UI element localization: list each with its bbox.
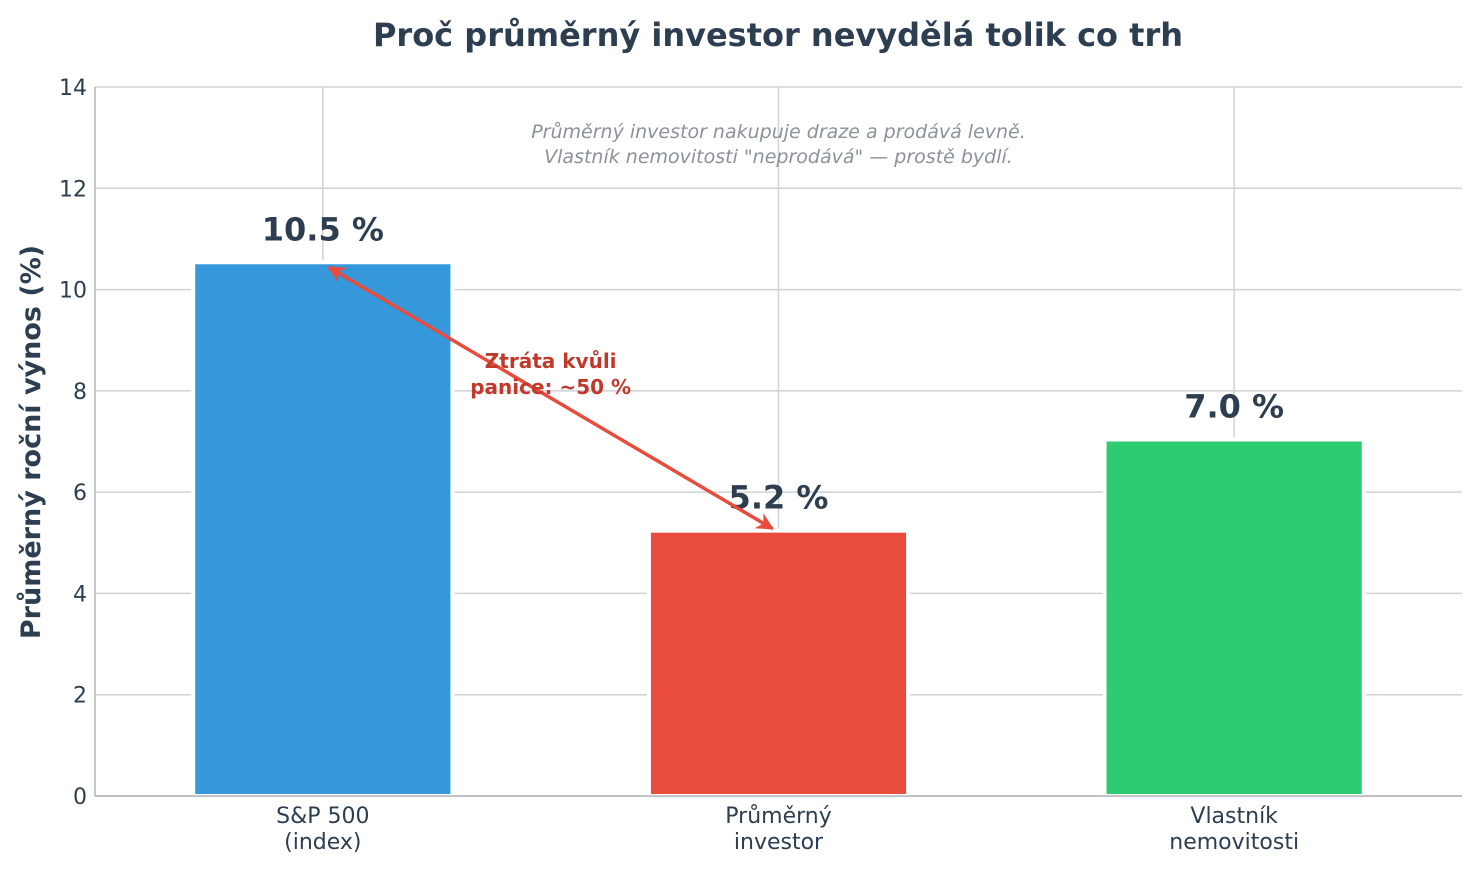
y-tick-label: 2 bbox=[73, 684, 87, 709]
y-tick-label: 12 bbox=[59, 177, 87, 202]
note-line: Průměrný investor nakupuje draze a prodá… bbox=[531, 121, 1026, 143]
y-tick-label: 6 bbox=[73, 481, 87, 506]
value-label: 7.0 % bbox=[1184, 388, 1284, 426]
y-tick-label: 14 bbox=[59, 76, 87, 101]
value-label: 10.5 % bbox=[262, 210, 384, 248]
bar bbox=[1106, 441, 1362, 794]
bar bbox=[650, 532, 907, 794]
note-line: Vlastník nemovitosti "neprodává" — prost… bbox=[544, 146, 1013, 168]
x-tick-label: Průměrný investor bbox=[725, 804, 831, 855]
y-tick-label: 8 bbox=[73, 380, 87, 405]
axes bbox=[94, 87, 1462, 797]
x-tick-label: Vlastník nemovitosti bbox=[1169, 804, 1299, 855]
y-tick-label: 4 bbox=[73, 582, 87, 607]
x-tick-labels: S&P 500 (index) Průměrný investor Vlastník ne… bbox=[276, 804, 1299, 855]
chart-note: Průměrný investor nakupuje draze a prodá… bbox=[531, 121, 1026, 168]
annotation-text: Ztráta kvůli bbox=[485, 349, 617, 373]
annotation-text: panice: ~50 % bbox=[470, 375, 631, 399]
y-tick-label: 0 bbox=[73, 785, 87, 810]
y-axis-label: Průměrný roční výnos (%) bbox=[16, 245, 47, 639]
y-tick-label: 10 bbox=[59, 279, 87, 304]
loss-arrow bbox=[327, 265, 775, 531]
x-tick-label: S&P 500 (index) bbox=[276, 804, 369, 855]
bar bbox=[195, 264, 451, 794]
y-tick-labels: 0 2 4 6 8 10 12 14 bbox=[59, 76, 87, 810]
chart-title: Proč průměrný investor nevydělá tolik co… bbox=[373, 16, 1183, 54]
